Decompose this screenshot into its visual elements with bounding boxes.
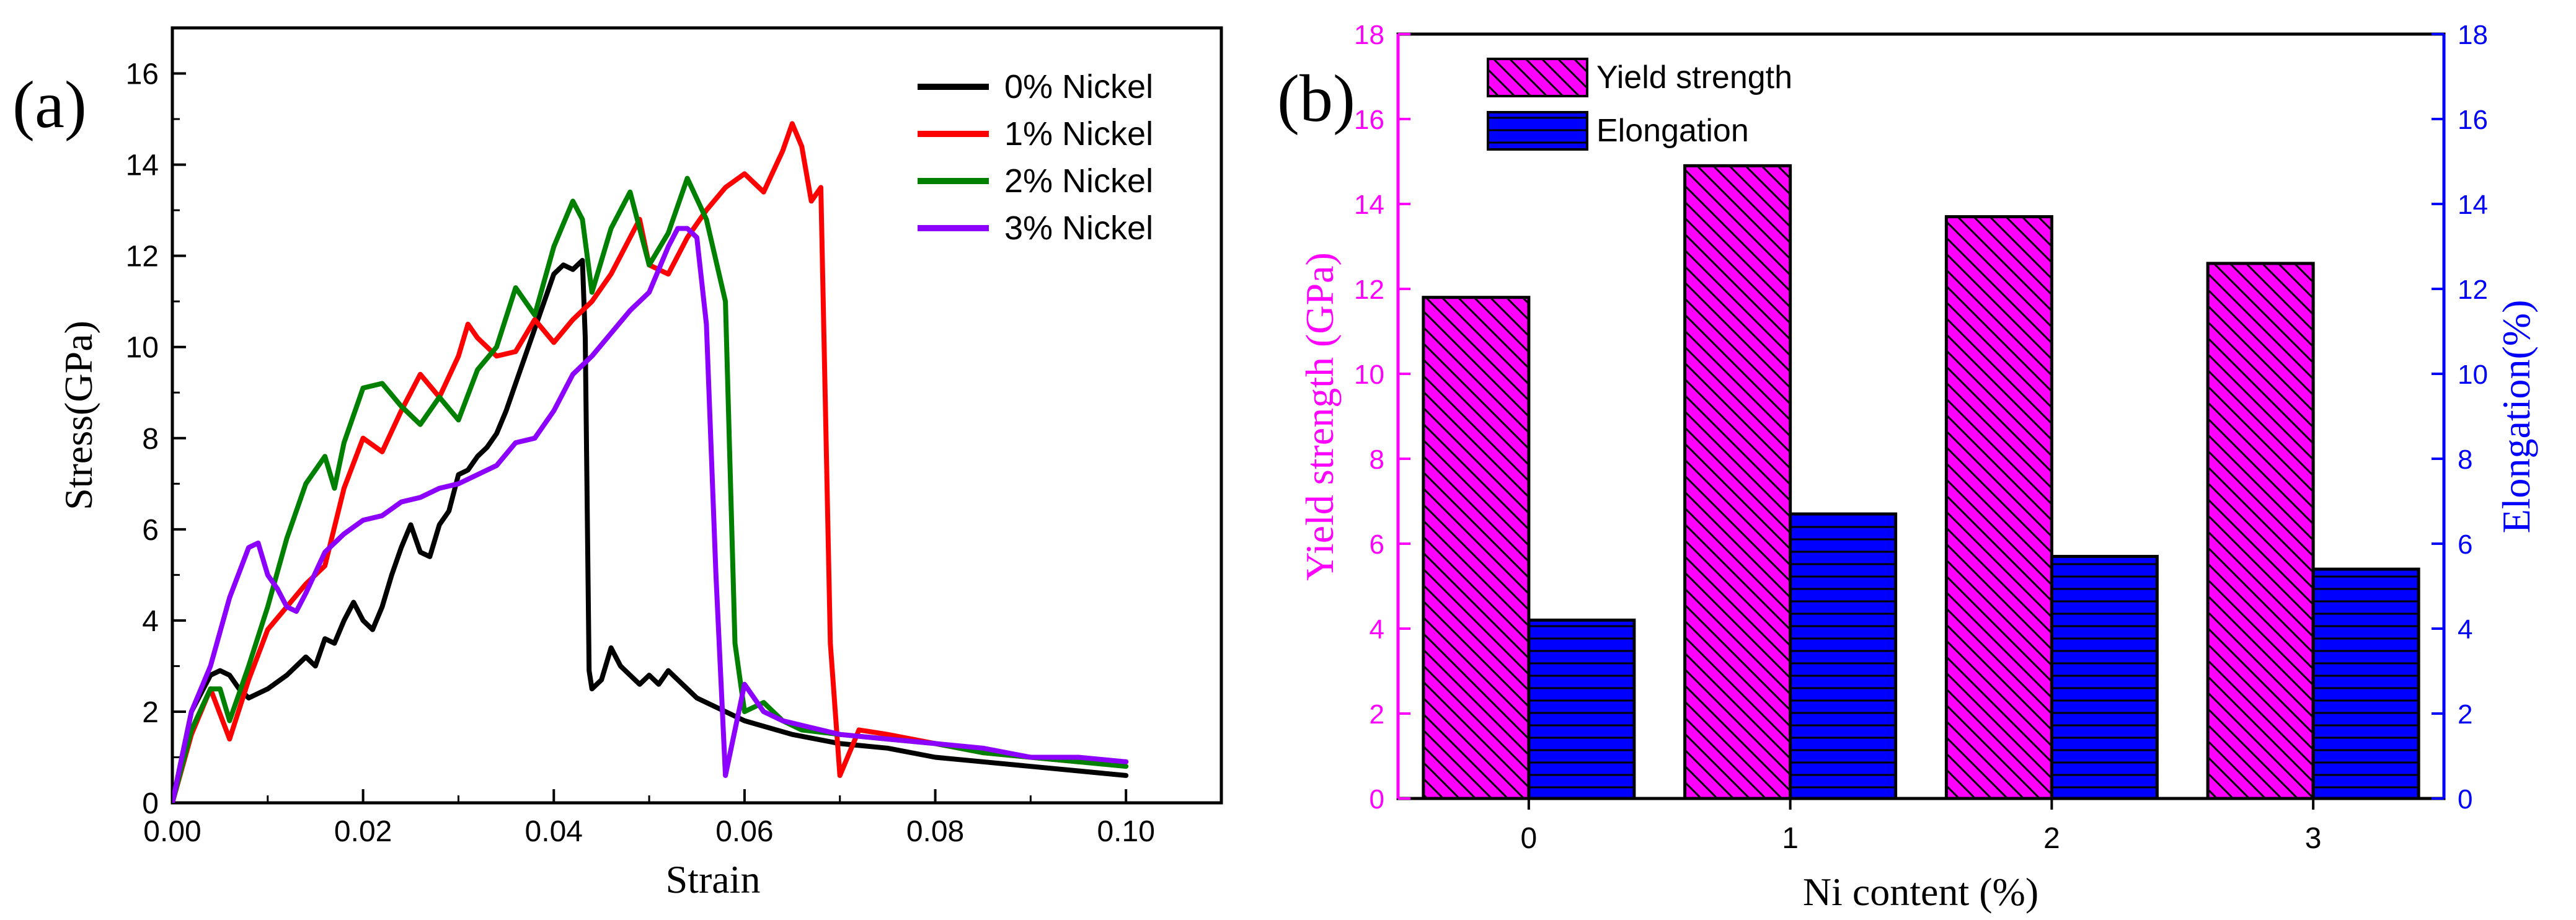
y-tick-label: 16 bbox=[126, 58, 159, 91]
series-line-1-nickel bbox=[172, 121, 1129, 803]
panel-a-plot-frame bbox=[170, 26, 1223, 805]
panel-b-right-y-axis-label: Elongation(%) bbox=[2494, 300, 2538, 534]
bar-elongation-0 bbox=[1527, 618, 1636, 800]
panel-b-legend: Yield strength Elongation bbox=[1487, 58, 1792, 151]
left-y-tick-label: 2 bbox=[1370, 699, 1384, 730]
panel-b-right-y-ticks: 0 2 4 6 8 10 12 14 16 18 bbox=[2432, 20, 2488, 815]
x-tick-label: 0.04 bbox=[525, 815, 583, 848]
bar-elongation-2 bbox=[2050, 555, 2159, 800]
panel-b-left-y-ticks: 0 2 4 6 8 10 12 14 16 18 bbox=[1354, 20, 1410, 815]
bar-elongation-1 bbox=[1789, 512, 1898, 800]
left-y-tick-label: 12 bbox=[1354, 275, 1384, 305]
right-y-tick-label: 16 bbox=[2458, 105, 2488, 135]
x-tick-label: 0.06 bbox=[715, 815, 773, 848]
right-y-tick-label: 14 bbox=[2458, 190, 2488, 220]
y-tick-label: 4 bbox=[142, 605, 159, 638]
y-tick-label: 2 bbox=[142, 696, 159, 729]
panel-a: (a) 0.00 0.02 0.04 0.06 0.08 0.10 0 2 4 6 8 10 12 14… bbox=[12, 26, 1223, 901]
right-y-tick-label: 0 bbox=[2458, 784, 2472, 815]
panel-b-label: (b) bbox=[1277, 62, 1355, 136]
series-line-0-nickel bbox=[172, 258, 1129, 803]
x-tick-label: 0.08 bbox=[906, 815, 964, 848]
x-tick-label: 1 bbox=[1782, 822, 1799, 855]
legend-label-1-nickel: 1% Nickel bbox=[1004, 115, 1153, 153]
panel-a-label: (a) bbox=[12, 68, 87, 142]
panel-b-x-ticks: 0 1 2 3 bbox=[1521, 798, 2322, 855]
legend-label-3-nickel: 3% Nickel bbox=[1004, 210, 1153, 247]
left-y-tick-label: 16 bbox=[1354, 105, 1384, 135]
panel-a-series-lines bbox=[172, 121, 1129, 803]
series-line-3-nickel bbox=[172, 226, 1129, 803]
panel-a-y-axis-label: Stress(GPa) bbox=[56, 321, 100, 510]
right-y-tick-label: 6 bbox=[2458, 529, 2472, 560]
x-tick-label: 0.02 bbox=[334, 815, 392, 848]
right-y-tick-label: 8 bbox=[2458, 445, 2472, 475]
bar-yield-strength-0 bbox=[1422, 296, 1531, 800]
y-tick-label: 14 bbox=[126, 149, 159, 182]
left-y-tick-label: 10 bbox=[1354, 360, 1384, 390]
legend-swatch-elongation bbox=[1487, 111, 1588, 151]
y-tick-label: 12 bbox=[126, 241, 159, 273]
bar-elongation-3 bbox=[2311, 567, 2420, 800]
x-tick-label: 0.10 bbox=[1097, 815, 1154, 848]
right-y-tick-label: 18 bbox=[2458, 20, 2488, 50]
left-y-tick-label: 4 bbox=[1370, 614, 1384, 645]
panel-b-bars bbox=[1422, 164, 2420, 800]
bar-yield-strength-3 bbox=[2206, 262, 2315, 800]
legend-label-elongation: Elongation bbox=[1596, 113, 1749, 149]
x-tick-label: 2 bbox=[2043, 822, 2060, 855]
legend-label-0-nickel: 0% Nickel bbox=[1004, 68, 1153, 105]
left-y-tick-label: 0 bbox=[1370, 784, 1384, 815]
series-line-2-nickel bbox=[172, 175, 1129, 803]
left-y-tick-label: 18 bbox=[1354, 20, 1384, 50]
x-tick-label: 0.00 bbox=[143, 815, 201, 848]
legend-swatch-yield-strength bbox=[1487, 58, 1588, 97]
panel-b-x-axis-label: Ni content (%) bbox=[1803, 870, 2038, 914]
legend-label-2-nickel: 2% Nickel bbox=[1004, 162, 1153, 200]
y-tick-label: 6 bbox=[142, 514, 159, 547]
legend-label-yield-strength: Yield strength bbox=[1596, 60, 1792, 95]
right-y-tick-label: 12 bbox=[2458, 275, 2488, 305]
bar-yield-strength-1 bbox=[1683, 164, 1792, 800]
right-y-tick-label: 4 bbox=[2458, 614, 2472, 645]
panel-b-left-y-axis-label: Yield strength (GPa) bbox=[1298, 252, 1342, 581]
right-y-tick-label: 10 bbox=[2458, 360, 2488, 390]
x-tick-label: 3 bbox=[2305, 822, 2322, 855]
left-y-tick-label: 6 bbox=[1370, 529, 1384, 560]
panel-a-y-ticks: 0 2 4 6 8 10 12 14 16 bbox=[126, 58, 186, 820]
right-y-tick-label: 2 bbox=[2458, 699, 2472, 730]
y-tick-label: 0 bbox=[142, 787, 159, 820]
panel-a-legend: 0% Nickel 1% Nickel 2% Nickel 3% Nickel bbox=[918, 68, 1153, 247]
left-y-tick-label: 8 bbox=[1370, 445, 1384, 475]
y-tick-label: 10 bbox=[126, 332, 159, 365]
left-y-tick-label: 14 bbox=[1354, 190, 1384, 220]
panel-a-x-ticks: 0.00 0.02 0.04 0.06 0.08 0.10 bbox=[143, 789, 1155, 848]
x-tick-label: 0 bbox=[1521, 822, 1538, 855]
panel-a-x-axis-label: Strain bbox=[666, 857, 761, 901]
bar-yield-strength-2 bbox=[1944, 215, 2053, 800]
y-tick-label: 8 bbox=[142, 423, 159, 456]
